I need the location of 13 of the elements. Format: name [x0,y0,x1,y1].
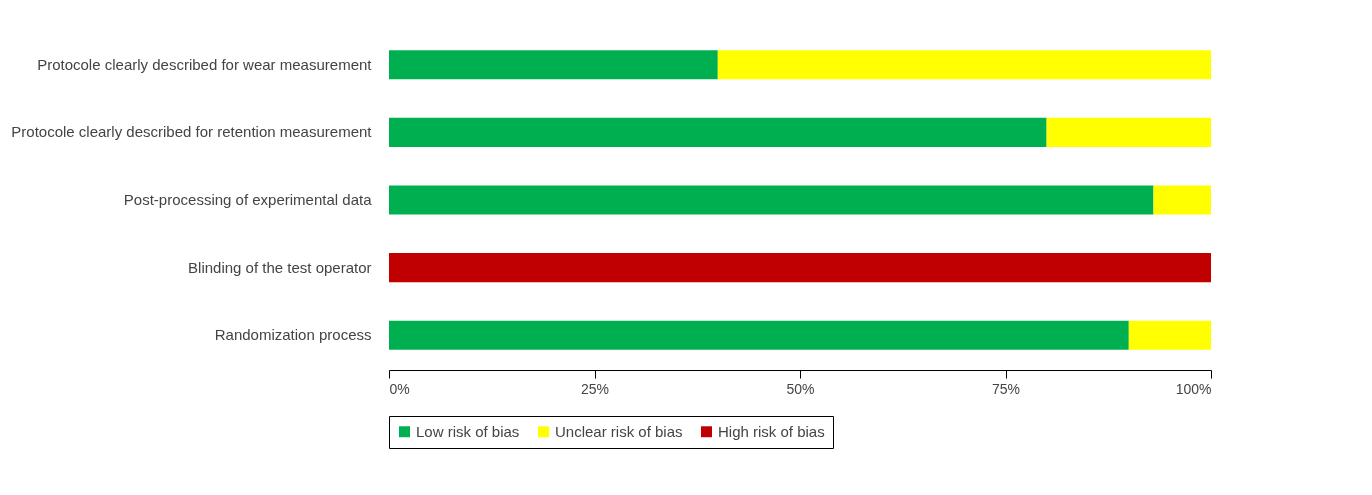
y-tick-label: Randomization process [214,326,372,344]
y-tick-label: Blinding of the test operator [188,258,372,276]
y-tick-label: Post-processing of experimental data [123,191,373,208]
x-tick-label: 50% [786,380,815,397]
y-tick-label: Protocole clearly described for wear measurement [37,55,373,73]
x-tick-label: 75% [991,380,1021,397]
x-tick-label: 0% [389,380,410,397]
legend-label: High risk of bias [718,422,825,440]
legend-label: Low risk of bias [416,422,520,440]
x-tick-label: 25% [580,380,610,397]
y-tick-label: Protocole clearly described for retention measurement [11,123,373,141]
x-tick-label: 100% [1175,380,1212,397]
legend-label: Unclear risk of bias [555,422,683,440]
